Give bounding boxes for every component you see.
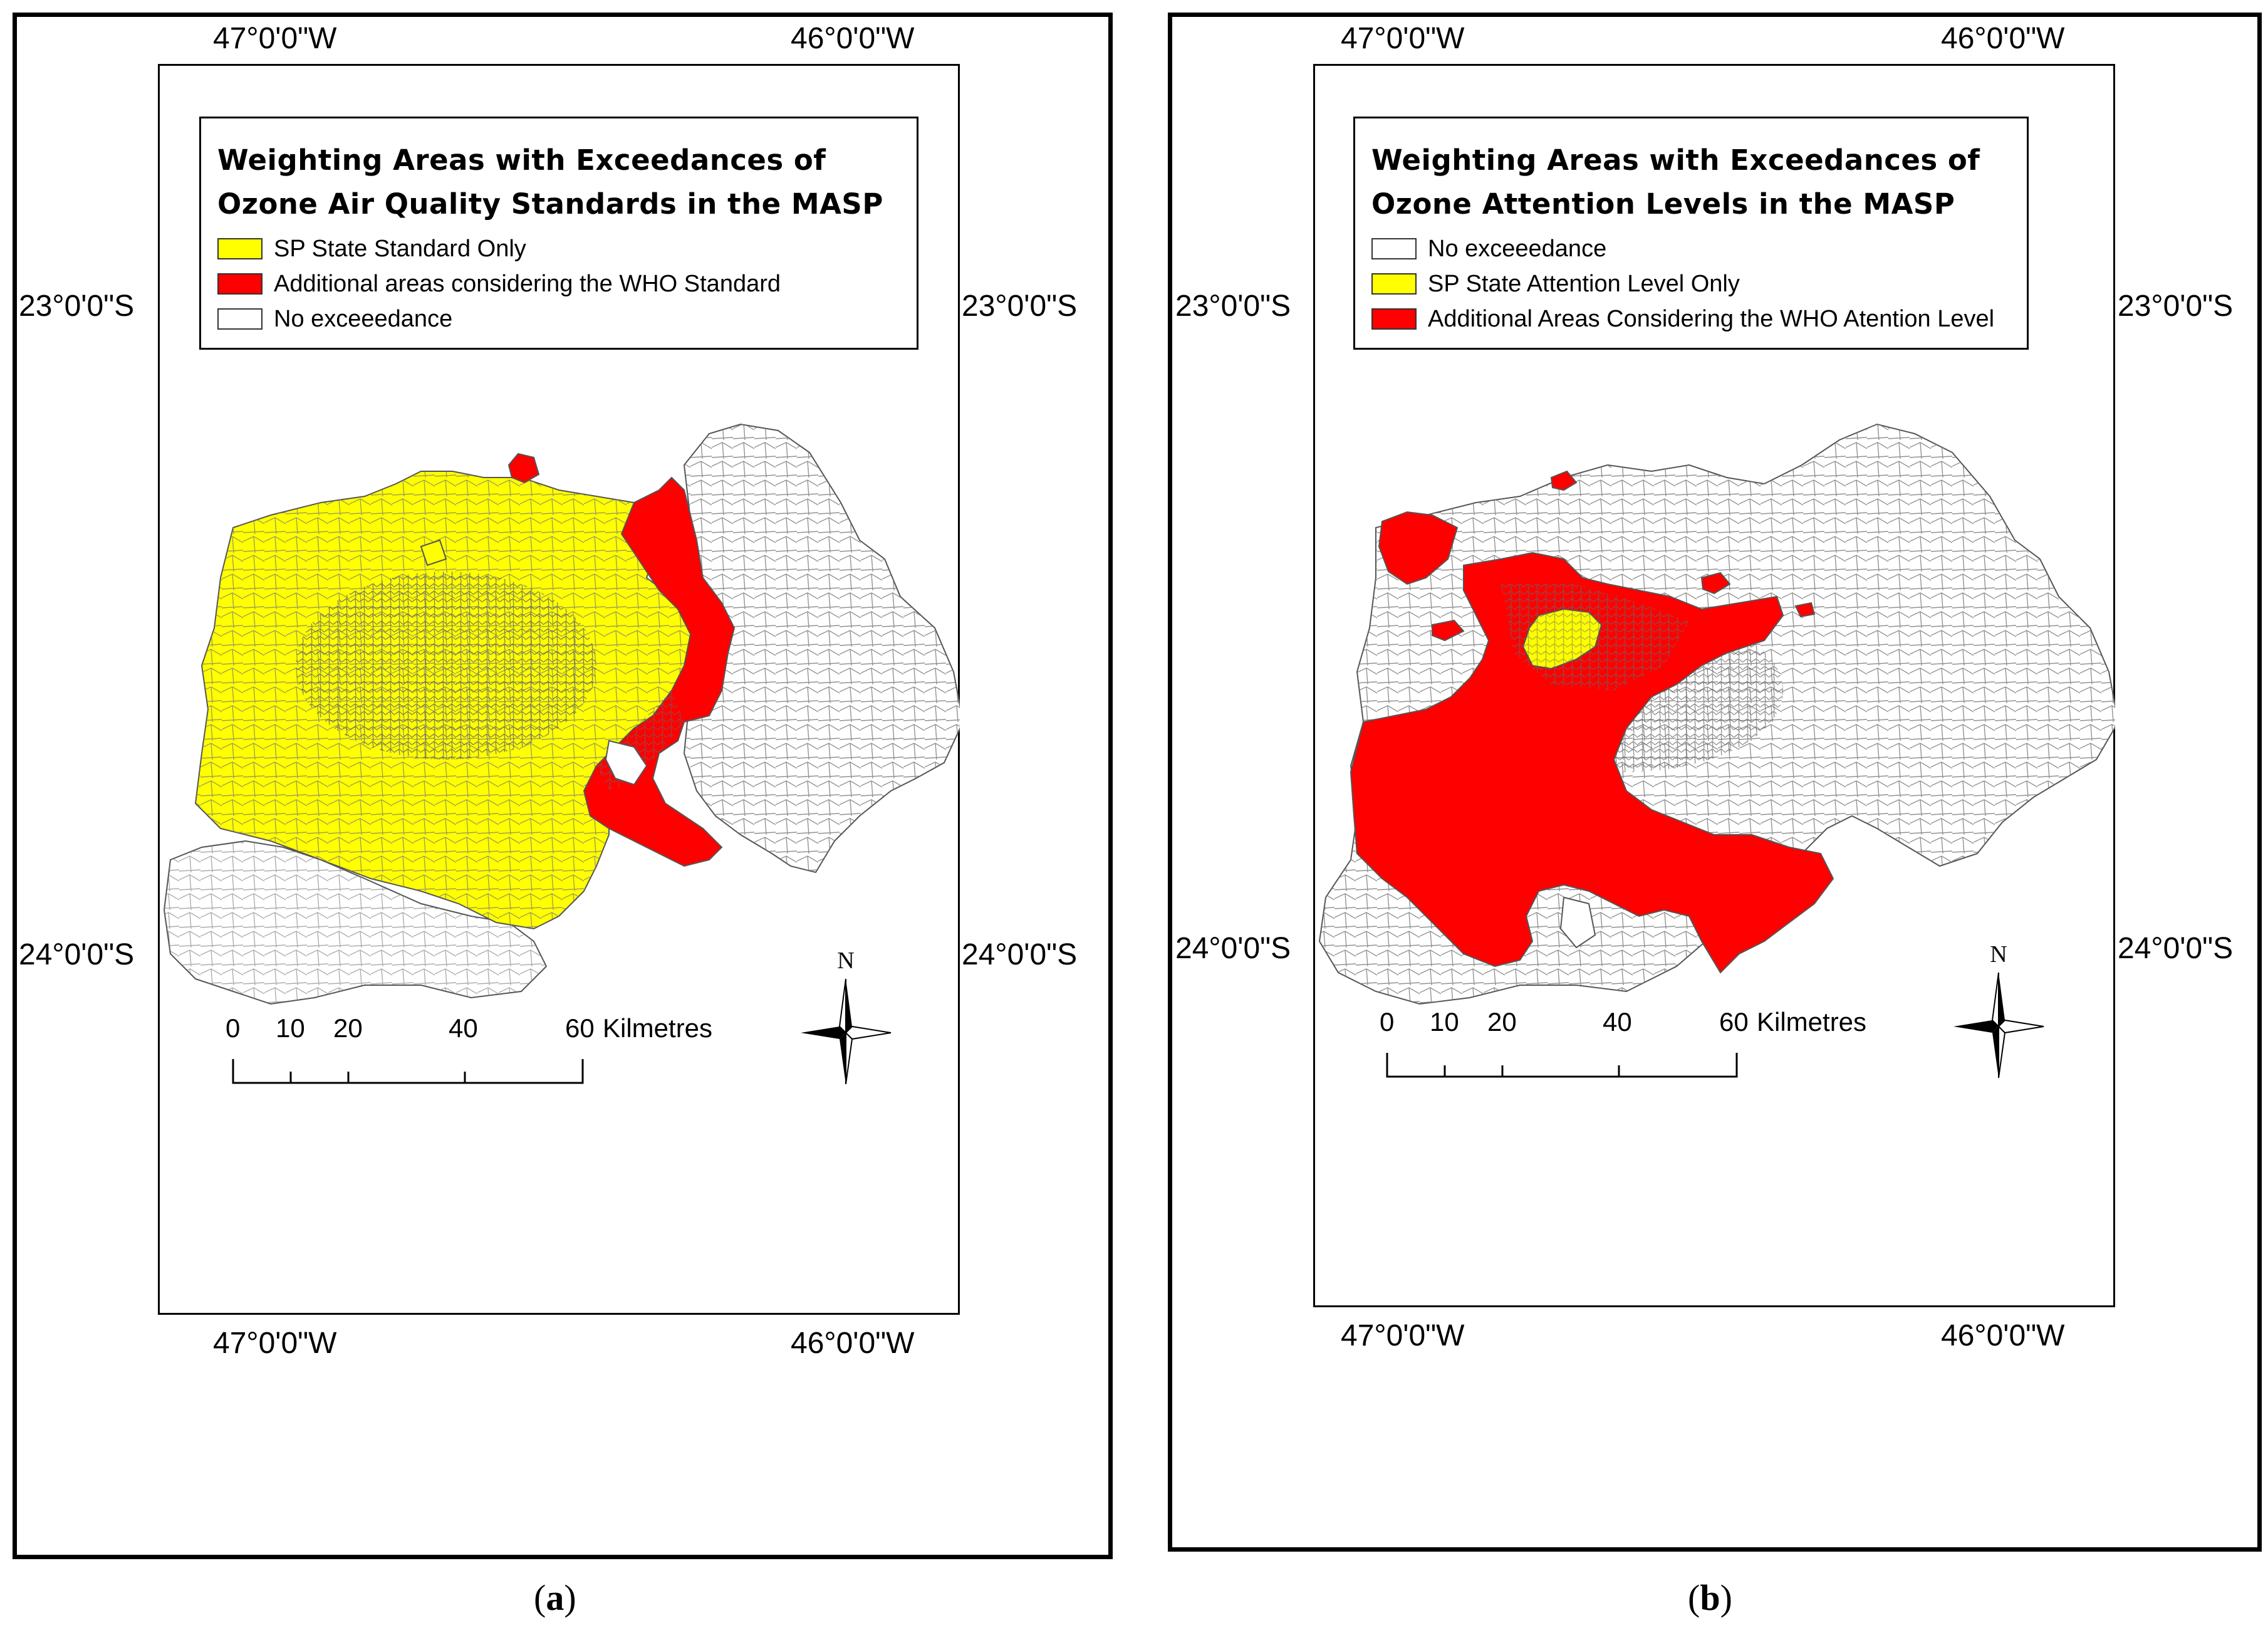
coord-left-lower-b: 24°0'0"S [1175,932,1291,965]
legend-swatch-yellow [217,238,263,259]
north-arrow-b: N [1953,941,2044,1079]
legend-label: Additional areas considering the WHO Sta… [274,270,781,297]
legend-swatch-red [217,273,263,295]
caption-close-paren: ) [1720,1577,1732,1618]
caption-open-paren: ( [1688,1577,1700,1618]
legend-title-b-line1: Weighting Areas with Exceedances of [1371,144,1980,177]
legend-item: SP State Standard Only [217,231,900,266]
scale-tick-label: 0 [226,1013,241,1043]
caption-open-paren: ( [534,1577,546,1618]
scale-tick-label: 40 [1603,1007,1632,1037]
legend-swatch-white [217,308,263,330]
scale-bar-b: 0 10 20 40 60 Kilmetres [1367,1003,1931,1084]
region-who-attention-main [1350,551,1834,974]
legend-label: No exceeedance [274,305,453,332]
choropleth-map-b [1318,423,2115,1005]
coord-right-lower-a: 24°0'0"S [962,938,1078,971]
scale-bar-lines [232,1059,584,1084]
region-who-standard-north [507,452,540,484]
legend-b: Weighting Areas with Exceedances of Ozon… [1353,117,2029,350]
legend-item: Additional areas considering the WHO Sta… [217,266,900,301]
scale-tick-label: 10 [276,1013,305,1043]
legend-swatch-yellow [1371,273,1417,295]
caption-letter: a [546,1577,564,1618]
legend-label: SP State Attention Level Only [1428,270,1740,297]
coord-top-left-b: 47°0'0"W [1341,22,1465,55]
scale-bar-lines [1386,1053,1738,1078]
coord-top-left-a: 47°0'0"W [213,22,337,55]
region-who-attention-small3 [1794,602,1816,618]
legend-item: No exceeedance [217,301,900,337]
north-label: N [837,948,854,974]
legend-label: Additional Areas Considering the WHO Ate… [1428,305,1995,332]
scale-unit: Kilmetres [603,1013,713,1043]
legend-label: No exceeedance [1428,235,1607,262]
coord-right-upper-b: 23°0'0"S [2118,290,2234,323]
region-who-attention-small1 [1432,619,1465,642]
legend-item: No exceeedance [1371,231,2011,266]
scale-tick-label: 20 [333,1013,363,1043]
coord-top-right-b: 46°0'0"W [1941,22,2065,55]
legend-title-a-line1: Weighting Areas with Exceedances of [217,144,826,177]
coord-right-lower-b: 24°0'0"S [2118,932,2234,965]
scale-tick-label: 60 [1719,1007,1749,1037]
coord-left-upper-a: 23°0'0"S [19,290,135,323]
scale-tick-label: 0 [1380,1007,1395,1037]
scale-tick-label: 40 [449,1013,478,1043]
choropleth-map-a [163,423,960,1005]
scale-tick-label: 10 [1430,1007,1459,1037]
legend-item: SP State Attention Level Only [1371,266,2011,301]
coord-bottom-left-a: 47°0'0"W [213,1327,337,1360]
coord-left-lower-a: 24°0'0"S [19,938,135,971]
caption-b: (b) [1688,1577,1732,1619]
legend-swatch-red [1371,308,1417,330]
legend-item: Additional Areas Considering the WHO Ate… [1371,301,2011,337]
coord-right-upper-a: 23°0'0"S [962,290,1078,323]
north-label: N [1990,941,2007,968]
region-who-attention-nw [1378,511,1459,585]
legend-title-b-line2: Ozone Attention Levels in the MASP [1371,187,1955,221]
region-who-attention-north [1550,470,1578,491]
scale-tick-label: 60 [565,1013,595,1043]
legend-label: SP State Standard Only [274,235,526,262]
legend-a: Weighting Areas with Exceedances of Ozon… [199,117,918,350]
caption-close-paren: ) [564,1577,576,1618]
legend-swatch-white [1371,238,1417,259]
caption-letter: b [1700,1577,1720,1618]
north-arrow-a: N [801,948,892,1085]
scale-bar-a: 0 10 20 40 60 Kilmetres [213,1009,777,1090]
scale-tick-label: 20 [1487,1007,1517,1037]
scale-unit: Kilmetres [1757,1007,1867,1037]
caption-a: (a) [534,1577,576,1619]
coord-left-upper-b: 23°0'0"S [1175,290,1291,323]
region-who-attention-small2 [1700,572,1731,595]
legend-title-a-line2: Ozone Air Quality Standards in the MASP [217,187,883,221]
coord-bottom-left-b: 47°0'0"W [1341,1319,1465,1352]
coord-bottom-right-a: 46°0'0"W [791,1327,915,1360]
coord-top-right-a: 46°0'0"W [791,22,915,55]
coord-bottom-right-b: 46°0'0"W [1941,1319,2065,1352]
